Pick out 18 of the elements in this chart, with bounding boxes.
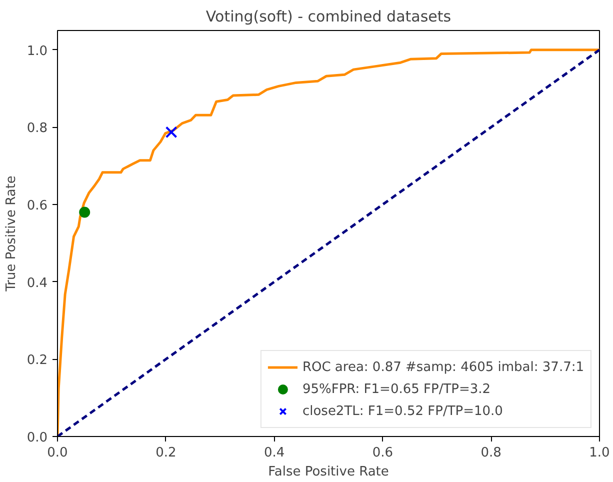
- x-tick-label: 0.0: [47, 446, 68, 460]
- y-tick-label: 0.4: [26, 276, 48, 291]
- x-tick-label: 0.2: [156, 446, 176, 460]
- chart-title: Voting(soft) - combined datasets: [206, 8, 452, 26]
- x-tick-label: 0.4: [264, 446, 285, 460]
- y-tick-label: 1.0: [26, 44, 48, 59]
- x-tick-label: 1.0: [589, 446, 610, 460]
- y-axis-title: True Positive Rate: [4, 176, 19, 292]
- legend-label: close2TL: F1=0.52 FP/TP=10.0: [302, 404, 503, 418]
- y-tick-label: 0.2: [26, 353, 48, 368]
- x-tick-label: 0.8: [480, 446, 502, 460]
- y-tick-label: 0.8: [26, 121, 48, 136]
- legend-label: ROC area: 0.87 #samp: 4605 imbal: 37.7:1: [302, 360, 584, 374]
- x-axis-title: False Positive Rate: [268, 464, 389, 480]
- x-tick-label: 0.6: [372, 446, 394, 460]
- y-tick-label: 0.6: [26, 198, 48, 214]
- y-tick-label: 0.0: [26, 430, 48, 446]
- legend-label: 95%FPR: F1=0.65 FP/TP=3.2: [302, 382, 491, 396]
